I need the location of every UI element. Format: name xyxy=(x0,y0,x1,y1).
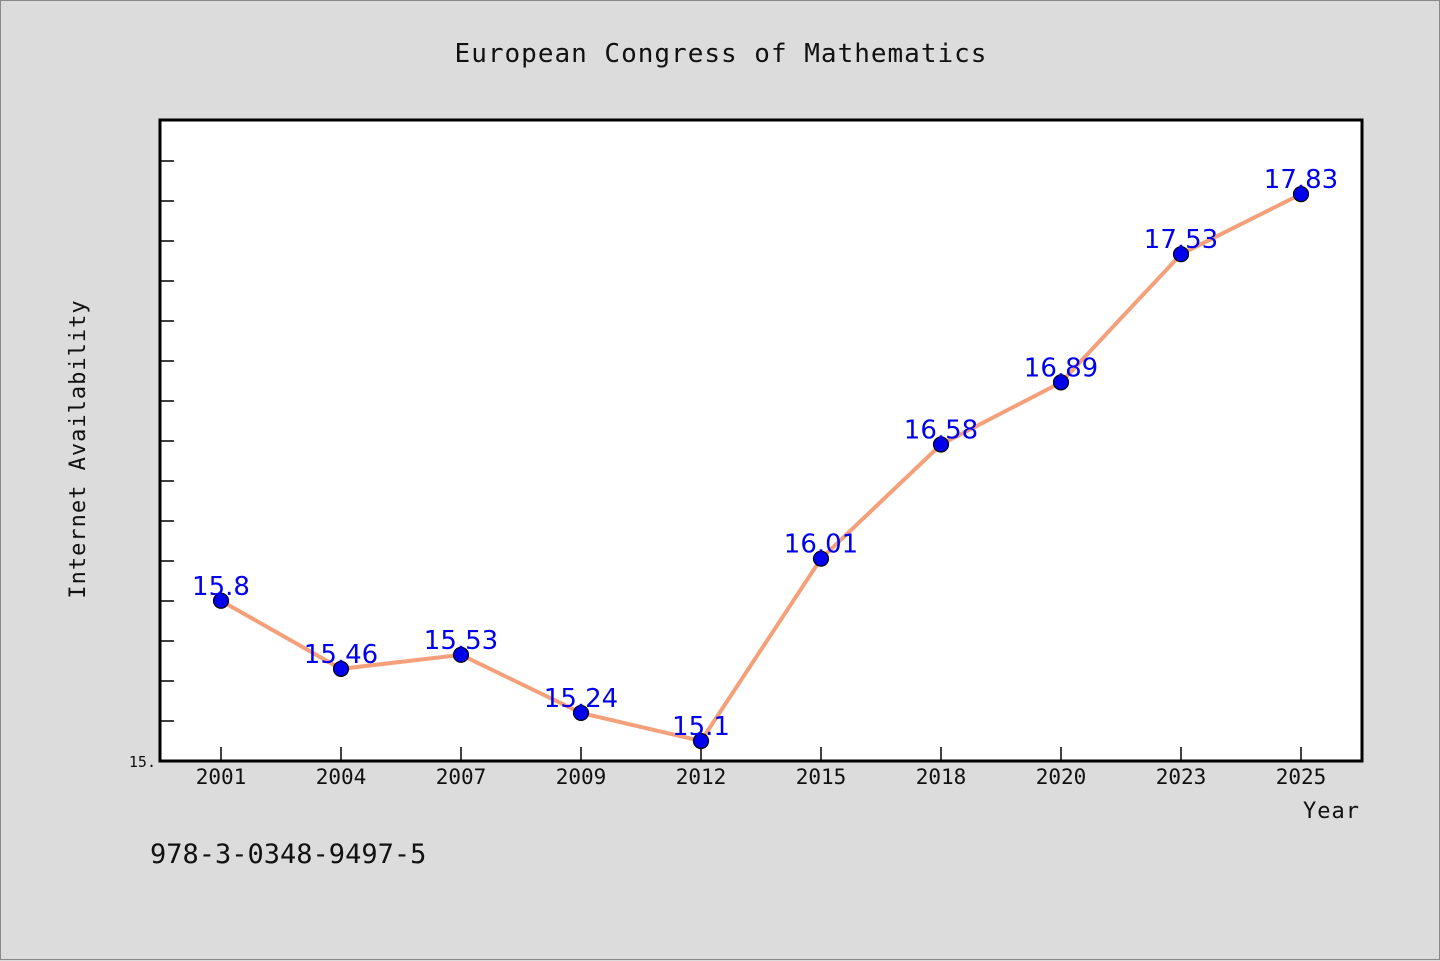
data-label: 16.58 xyxy=(904,416,978,446)
data-label: 17.83 xyxy=(1264,165,1338,195)
x-tick-label: 2009 xyxy=(556,765,607,789)
data-point xyxy=(1292,186,1310,203)
data-point xyxy=(212,592,230,609)
data-label: 15.53 xyxy=(424,626,498,656)
data-label: 15.24 xyxy=(544,684,618,714)
x-tick-label: 2018 xyxy=(916,765,967,789)
isbn-text: 978-3-0348-9497-5 xyxy=(150,839,426,870)
x-tick-label: 2020 xyxy=(1036,765,1087,789)
data-point xyxy=(932,436,950,453)
data-point xyxy=(1052,374,1070,391)
data-label: 17.53 xyxy=(1144,225,1218,255)
x-axis-label: Year xyxy=(1303,799,1360,824)
x-tick-label: 2004 xyxy=(316,765,367,789)
x-tick-label: 2007 xyxy=(436,765,487,789)
data-point xyxy=(572,704,590,722)
x-tick-label: 2025 xyxy=(1276,765,1327,789)
data-labels: 15.8 15.46 15.53 15.24 15.1 16.01 16.58 16.89 17… xyxy=(192,165,1338,742)
data-label: 16.01 xyxy=(784,530,858,560)
data-point xyxy=(1172,246,1190,263)
series-line-group xyxy=(219,192,1303,743)
x-tick-label: 2012 xyxy=(676,765,727,789)
y-tick-label: 15. xyxy=(129,753,156,771)
data-point xyxy=(452,646,470,663)
x-axis-ticks: 2001 2004 2007 2009 2012 2015 2018 2020 2023 2025 xyxy=(196,747,1327,789)
x-tick-label: 2001 xyxy=(196,765,247,789)
data-label: 15.46 xyxy=(304,640,378,670)
data-point xyxy=(692,732,710,750)
data-label: 16.89 xyxy=(1024,353,1098,383)
chart-title: European Congress of Mathematics xyxy=(455,39,988,69)
series-markers xyxy=(212,186,1310,750)
y-axis-label: Internet Availability xyxy=(66,299,91,598)
y-axis-ticks: 15. xyxy=(129,160,174,771)
series-line xyxy=(219,192,1303,743)
x-tick-label: 2023 xyxy=(1156,765,1207,789)
data-point xyxy=(332,660,350,677)
plot-area xyxy=(158,118,1364,763)
data-label: 15.1 xyxy=(672,712,730,742)
x-tick-label: 2015 xyxy=(796,765,847,789)
data-point xyxy=(812,550,830,567)
data-label: 15.8 xyxy=(192,572,250,602)
